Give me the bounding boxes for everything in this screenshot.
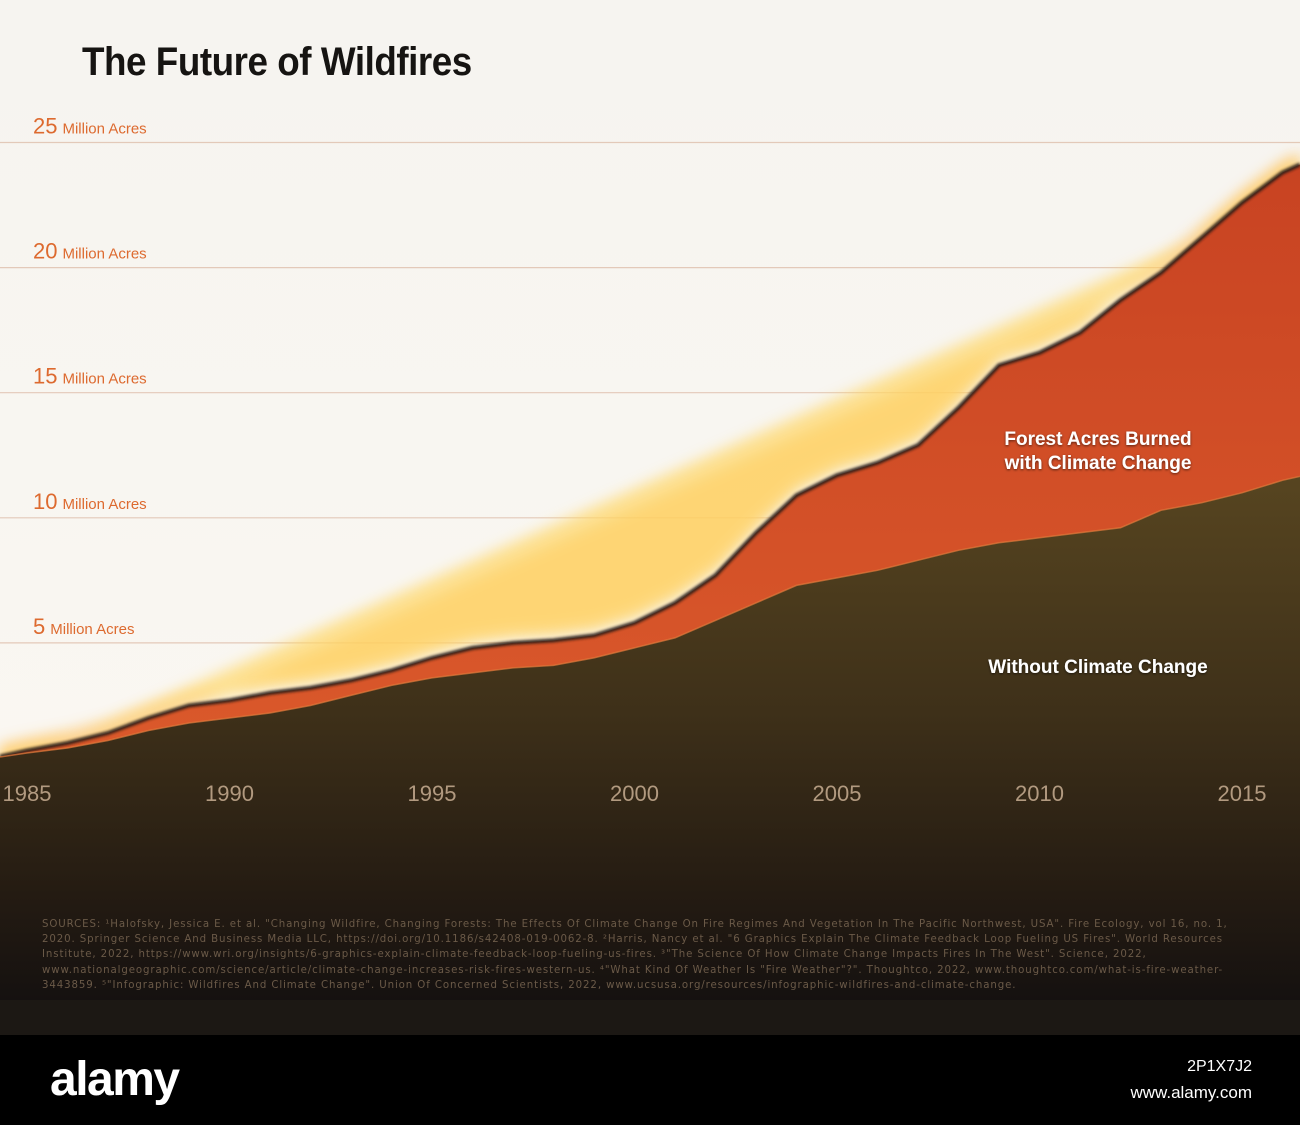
x-tick-label-2005: 2005 [813,781,862,806]
y-tick-label-25: 25 Million Acres [33,114,147,139]
x-tick-label-2000: 2000 [610,781,659,806]
y-tick-label-5: 5 Million Acres [33,614,134,639]
charred-edge [0,162,1300,759]
y-tick-label-15: 15 Million Acres [33,364,147,389]
boundary-line [0,475,1300,758]
series-label-with-climate-line2: with Climate Change [1004,453,1192,474]
x-tick-label-1995: 1995 [408,781,457,806]
y-tick-label-20: 20 Million Acres [33,239,147,264]
watermark-bar [0,1035,1300,1125]
sources-text: SOURCES: ¹Halofsky, Jessica E. et al. "C… [42,919,1228,991]
series-label-without-climate: Without Climate Change [988,657,1207,678]
alamy-logo: alamy [50,1053,180,1106]
footer-plate [0,995,1300,1035]
area-without-climate-change [0,476,1300,1000]
x-tick-label-2015: 2015 [1218,781,1267,806]
image-id: 2P1X7J2 [1187,1058,1252,1075]
area-series [0,152,1300,1000]
series-label-with-climate-line1: Forest Acres Burned [1004,429,1191,450]
x-tick-label-1990: 1990 [205,781,254,806]
series-labels: Forest Acres Burned with Climate Change Wi… [988,429,1207,678]
x-tick-label-1985: 1985 [3,781,52,806]
watermark-url: www.alamy.com [1130,1083,1252,1102]
y-tick-label-10: 10 Million Acres [33,489,147,514]
axis-labels: 5 Million Acres 10 Million Acres 15 Million A… [3,114,1267,806]
x-tick-label-2010: 2010 [1015,781,1064,806]
chart-title: The Future of Wildfires [82,40,472,84]
